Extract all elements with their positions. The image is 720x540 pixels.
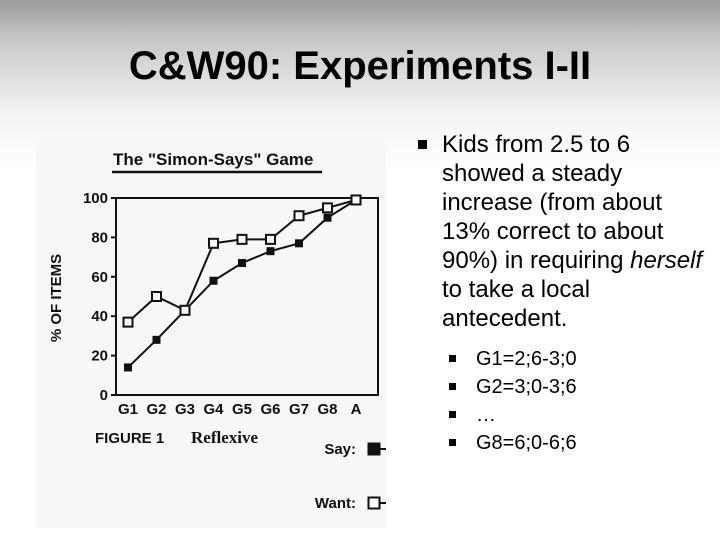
x-tick-label: A [351,401,362,418]
data-point-say [295,239,303,248]
data-point-say [209,276,218,285]
bullet-square-icon [449,383,456,390]
x-tick-label: G7 [289,401,309,418]
y-tick-label: 40 [91,308,108,325]
main-bullet: Kids from 2.5 to 6 showed a steady incre… [412,130,712,333]
data-point-say [323,213,332,222]
data-point-want [236,233,248,245]
data-point-say [124,363,132,372]
sub-bullet-text: G8=6;0-6;6 [476,432,577,454]
sub-bullet-g1: G1=2;6-3;0 [440,345,712,373]
sub-bullet-list: G1=2;6-3;0 G2=3;0-3;6 … G8=6;0-6;6 [412,345,712,457]
data-point-want [179,304,191,316]
sub-bullet-g8: G8=6;0-6;6 [440,429,712,457]
data-point-want [350,194,362,206]
x-tick-label: G4 [203,401,224,418]
bullet-square-icon [449,439,456,446]
bullet-square-icon [418,140,427,149]
sub-bullet-text: … [476,404,496,426]
x-tick-label: G8 [317,401,337,418]
main-bullet-text-2: to take a local antecedent. [442,276,591,332]
plot-frame [115,197,379,396]
data-point-want [293,210,305,222]
data-point-want [265,233,276,245]
data-point-say [152,335,161,344]
x-tick-label: G5 [232,401,252,418]
y-axis-label: % OF ITEMS [48,254,65,342]
sub-bullet-text: G1=2;6-3;0 [476,348,577,370]
data-point-want [322,202,333,214]
sub-bullet-text: G2=3;0-3;6 [476,376,577,398]
y-tick-label: 100 [83,190,108,207]
x-tick-label: G6 [260,401,280,418]
chart-title: The "Simon-Says" Game [113,150,313,169]
series-line-say [127,199,357,369]
chart-figure: The "Simon-Says" Game 0 20 40 60 80 100 % OF IT… [36,143,386,528]
x-tick-label: G3 [175,401,195,418]
main-bullet-emphasis: herself [630,247,703,274]
y-tick-label: 80 [91,229,108,246]
data-point-say [238,259,246,268]
bullet-square-icon [449,411,456,418]
data-point-want [151,291,162,302]
x-tick-label: G2 [146,401,166,418]
legend-marker-say [367,442,381,456]
x-tick-label: G1 [118,401,138,418]
bullet-square-icon [449,355,456,362]
data-point-say [266,247,275,256]
y-tick-label: 0 [100,387,108,404]
main-bullet-text-1: Kids from 2.5 to 6 showed a steady incre… [442,131,664,274]
legend-label: Say: [324,441,356,458]
data-point-want [122,316,134,328]
sub-bullet-ellipsis: … [440,401,712,429]
slide-title: C&W90: Experiments I-II [128,44,592,88]
bullet-list: Kids from 2.5 to 6 showed a steady incre… [412,130,712,457]
y-tick-label: 20 [91,348,108,365]
data-point-want [208,237,219,249]
figure-caption-text: Reflexive [191,428,258,447]
line-chart: The "Simon-Says" Game 0 20 40 60 80 100 % OF IT… [48,150,386,512]
figure-caption-label: FIGURE 1 [95,430,164,447]
legend-label: Want: [315,495,356,512]
sub-bullet-g2: G2=3;0-3;6 [440,373,712,401]
y-tick-label: 60 [91,269,108,286]
legend-marker-want [367,496,381,510]
